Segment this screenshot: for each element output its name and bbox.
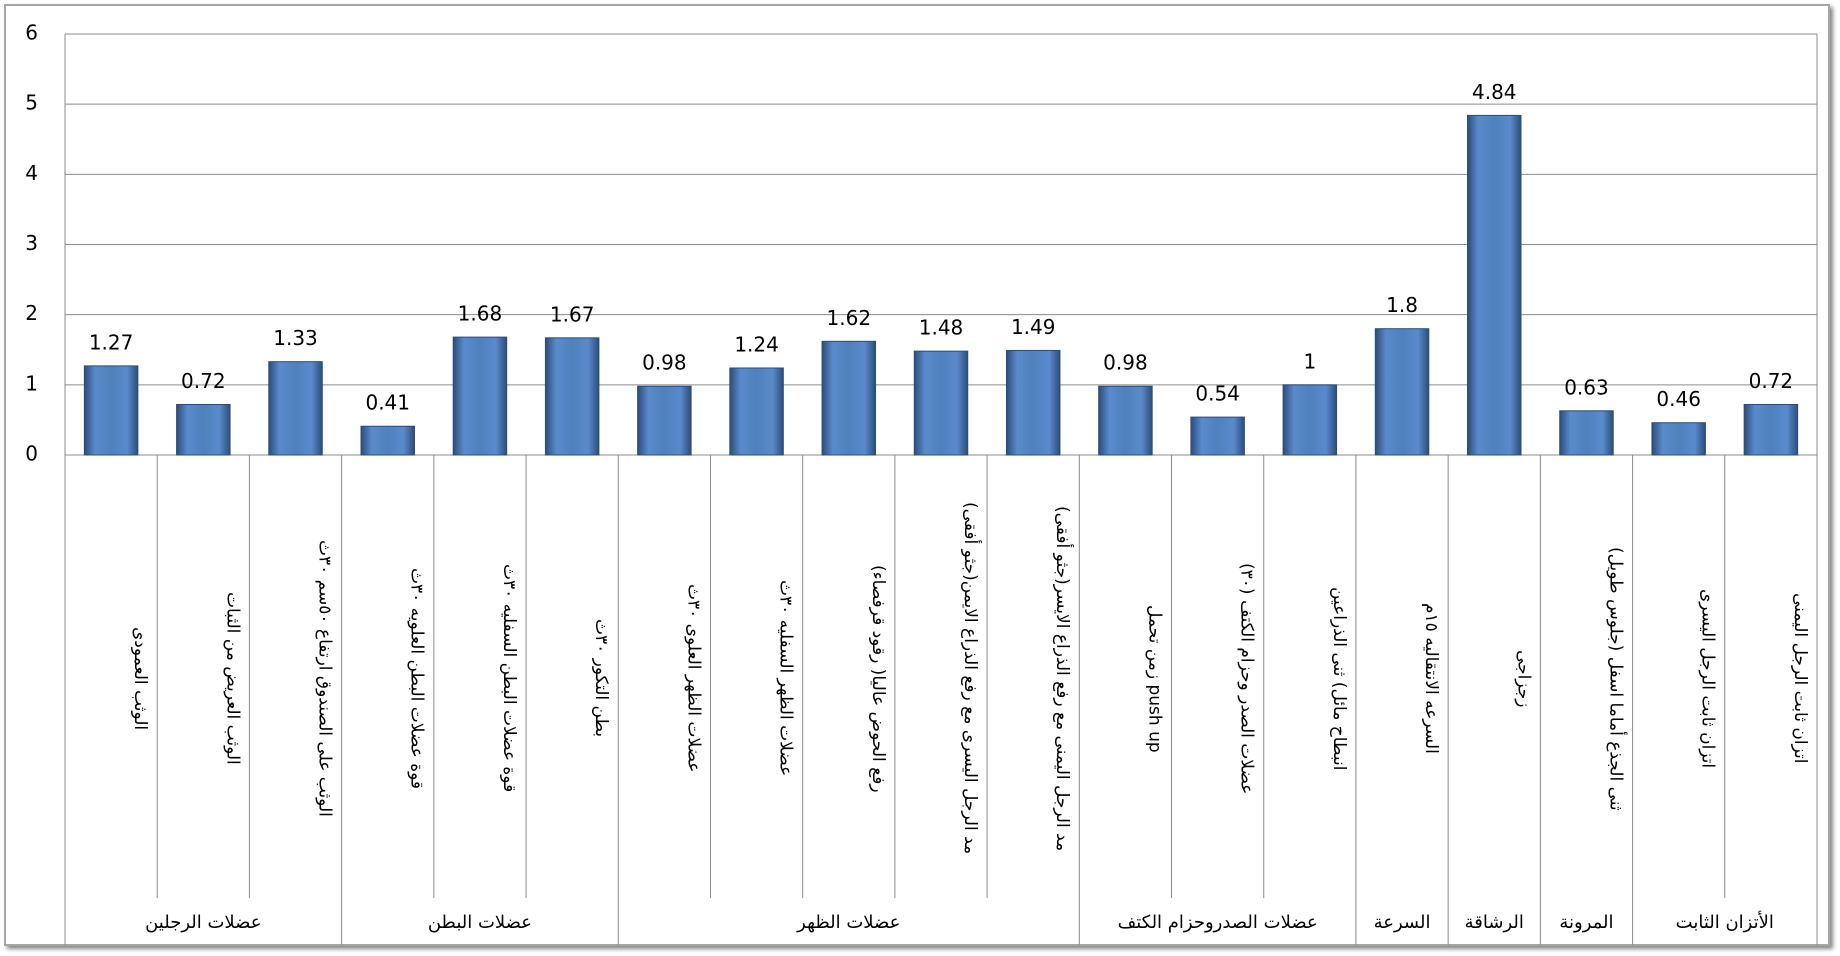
bar (1743, 403, 1799, 456)
bar (1651, 422, 1706, 456)
bar (1098, 385, 1153, 456)
data-label: 1.27 (89, 330, 134, 354)
x-tick-label: اتزان ثابت الرجل اليمنى (1789, 593, 1810, 764)
y-tick-label: 6 (25, 21, 38, 45)
x-tick-label: (رقود قرفصاء )رفع الحوض عاليا (867, 564, 888, 793)
x-tick-label: السرعه الانتقاليه ١٥م (1421, 603, 1442, 754)
bar (1374, 328, 1430, 456)
data-label: 1.24 (734, 332, 779, 356)
data-label: 0.46 (1656, 387, 1701, 411)
data-label: 4.84 (1472, 80, 1517, 104)
bar (1559, 410, 1614, 456)
x-tick-label: الوثب العريض من الثبات (222, 592, 243, 765)
group-label: المرونة (1559, 912, 1614, 933)
data-label: 0.98 (642, 351, 687, 375)
y-tick-label: 0 (25, 442, 38, 466)
data-label: 1.62 (827, 306, 872, 330)
x-tick-label: (جثو أفقى)مد الرجل اليسرى مع رفع الذراع … (960, 502, 980, 855)
data-label: 1.49 (1011, 315, 1056, 339)
bar (176, 403, 231, 456)
y-tick-label: 4 (25, 161, 38, 185)
x-tick-label: قوة عضلات البطن السفليه ٣٠ث (498, 564, 519, 793)
bar (452, 336, 508, 456)
x-tick-label: اتزان ثابت الرجل اليسرى (1697, 588, 1718, 769)
data-label: 1.68 (458, 302, 503, 326)
group-label: الرشاقة (1464, 912, 1524, 933)
x-tick-label: الوثب العمودى (130, 626, 151, 731)
bar (1190, 416, 1245, 456)
chart-frame (4, 4, 1830, 946)
bar (360, 425, 415, 456)
group-label: عضلات الصدروحزام الكتف (1117, 912, 1318, 933)
y-tick-label: 1 (25, 371, 38, 395)
bar (637, 385, 692, 456)
data-label: 1.48 (919, 316, 964, 340)
y-tick-label: 2 (25, 301, 38, 325)
bar (729, 367, 784, 456)
x-tick-label: عضلات الظهر العلوى ٣٠ث (683, 584, 704, 773)
x-tick-label: الوثب على الصندوق ارتفاع ٥٠سم ٣٠ث (314, 540, 335, 817)
data-label: 1.8 (1386, 293, 1418, 317)
x-tick-label: عضلات الصدر وحزام الكتف (٣٠) (1236, 562, 1257, 795)
x-tick-label: (جثو أفقى)مد الرجل اليمنى مع رفع الذراع … (1052, 505, 1073, 852)
group-label: عضلات الظهر (797, 912, 901, 933)
data-label: 0.72 (181, 369, 226, 393)
x-tick-label: (جلوس طويل) ثنى الجذع أماما اسفل (1605, 546, 1626, 811)
bar (268, 361, 323, 456)
x-tick-label: قوة عضلات البطن العلويه ٣٠ث (406, 567, 427, 790)
data-label: 0.41 (365, 391, 410, 415)
data-label: 1 (1303, 349, 1316, 373)
data-label: 0.72 (1749, 369, 1794, 393)
x-tick-label: زمن تحمل push up (1144, 604, 1165, 753)
x-tick-label: انبطاح مائل) ثنى الذراعين (1328, 586, 1349, 771)
y-tick-label: 5 (25, 91, 38, 115)
x-tick-label: زجزاجى (1513, 649, 1534, 708)
data-label: 0.54 (1195, 382, 1240, 406)
bar (1467, 114, 1522, 456)
bar (821, 340, 877, 456)
x-tick-label: عضلات الظهر السفليه ٣٠ث (775, 580, 796, 777)
bar (1282, 384, 1338, 456)
bar (1005, 349, 1061, 456)
bar (83, 365, 139, 456)
data-label: 1.33 (273, 326, 318, 350)
group-label: عضلات الرجلين (145, 912, 262, 933)
group-label: السرعة (1373, 912, 1431, 933)
y-tick-label: 3 (25, 231, 38, 255)
group-label: عضلات البطن (427, 912, 533, 933)
bar (913, 350, 969, 456)
group-label: الأتزان الثابت (1675, 912, 1774, 933)
data-label: 1.67 (550, 302, 595, 326)
x-tick-label: بطن التكور ٣٠ث (591, 619, 612, 738)
data-label: 0.63 (1564, 375, 1609, 399)
data-label: 0.98 (1103, 351, 1148, 375)
bar (544, 337, 600, 456)
